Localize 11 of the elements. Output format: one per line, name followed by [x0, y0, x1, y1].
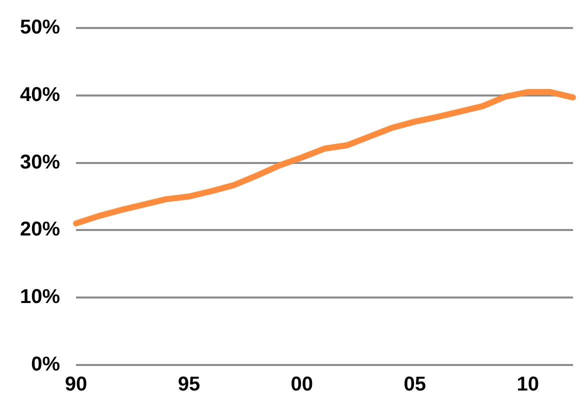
x-tick-label: 95	[178, 374, 200, 396]
y-tick-label: 20%	[20, 218, 60, 241]
x-tick-label: 05	[404, 374, 426, 396]
y-tick-label: 0%	[31, 354, 60, 376]
x-tick-label: 00	[290, 374, 314, 396]
x-tick-label: 90	[64, 374, 88, 396]
x-tick-label: 10	[516, 374, 539, 396]
y-tick-label: 40%	[20, 84, 60, 106]
y-tick-label: 50%	[20, 16, 60, 39]
y-tick-label: 10%	[20, 286, 60, 308]
y-tick-label: 30%	[20, 151, 60, 174]
